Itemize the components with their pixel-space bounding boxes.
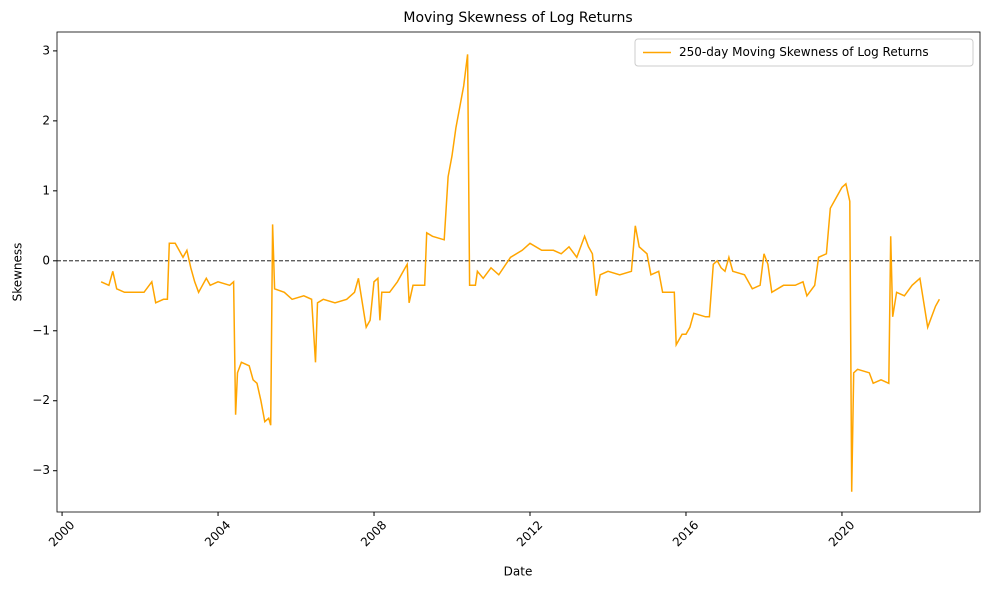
x-tick-label: 2000 <box>46 518 77 549</box>
y-tick-label: −2 <box>32 393 50 407</box>
x-tick-label: 2016 <box>670 518 701 549</box>
x-tick-label: 2004 <box>202 518 233 549</box>
x-tick-label: 2012 <box>514 518 545 549</box>
plot-frame <box>56 31 981 513</box>
legend-box <box>634 38 974 67</box>
y-tick-label: −1 <box>32 323 50 337</box>
y-tick-label: 1 <box>42 183 50 197</box>
y-tick-label: 0 <box>42 253 50 267</box>
y-tick-label: −3 <box>32 463 50 477</box>
chart-title: Moving Skewness of Log Returns <box>403 10 632 26</box>
y-tick-label: 2 <box>42 113 50 127</box>
legend: 250-day Moving Skewness of Log Returns <box>634 38 974 67</box>
legend-label: 250-day Moving Skewness of Log Returns <box>679 45 929 59</box>
y-tick-label: 3 <box>42 43 50 57</box>
x-tick-label: 2020 <box>826 518 857 549</box>
data-line <box>100 54 941 492</box>
x-axis-label: Date <box>504 565 533 579</box>
x-tick-label: 2008 <box>358 518 389 549</box>
y-axis-label: Skewness <box>11 243 25 302</box>
